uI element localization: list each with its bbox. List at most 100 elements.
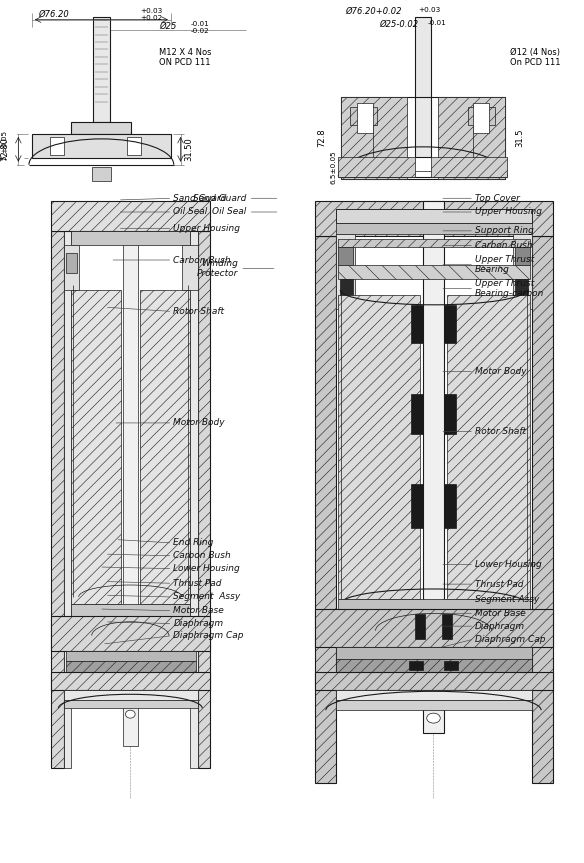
Bar: [532, 236, 553, 783]
Bar: [444, 660, 458, 671]
Polygon shape: [341, 98, 408, 179]
Bar: [198, 231, 210, 768]
Bar: [338, 247, 353, 265]
Bar: [71, 122, 131, 134]
Text: 6.5±0.05: 6.5±0.05: [330, 150, 336, 184]
Bar: [336, 646, 532, 658]
Polygon shape: [140, 290, 190, 604]
Bar: [411, 483, 423, 528]
Bar: [64, 690, 198, 700]
Polygon shape: [338, 157, 415, 177]
Polygon shape: [338, 295, 420, 599]
Bar: [444, 305, 456, 343]
Text: Diaphragm Cap: Diaphragm Cap: [475, 634, 545, 644]
Bar: [71, 604, 190, 616]
Text: Carbon Bush: Carbon Bush: [475, 241, 533, 250]
Bar: [411, 394, 423, 434]
Bar: [51, 672, 210, 690]
Text: Ø25-0.02: Ø25-0.02: [380, 20, 419, 29]
Bar: [338, 265, 530, 279]
Text: Segment  Assy: Segment Assy: [173, 593, 241, 602]
Bar: [336, 690, 532, 700]
Text: Ø76.20: Ø76.20: [39, 10, 69, 19]
Text: Upper Housing: Upper Housing: [475, 207, 542, 217]
Text: Oil Seal: Oil Seal: [213, 207, 246, 217]
Polygon shape: [447, 295, 530, 599]
Text: Upper Thrust
Bearing: Upper Thrust Bearing: [475, 255, 534, 274]
Text: +0.03: +0.03: [140, 8, 162, 14]
Text: -0.01: -0.01: [190, 21, 209, 27]
Text: M12 X 4 Nos
ON PCD 111: M12 X 4 Nos ON PCD 111: [159, 47, 212, 67]
Text: Ø12 (4 Nos)
On PCD 111: Ø12 (4 Nos) On PCD 111: [510, 47, 560, 67]
Polygon shape: [439, 98, 505, 179]
Ellipse shape: [126, 710, 135, 718]
Text: Diaphragm: Diaphragm: [475, 621, 525, 631]
Text: +0.03: +0.03: [418, 7, 440, 13]
Bar: [409, 660, 423, 671]
Text: -0.02: -0.02: [190, 28, 209, 34]
Bar: [315, 609, 553, 646]
Bar: [515, 279, 528, 295]
Text: 5 ±0.05: 5 ±0.05: [2, 131, 8, 161]
Polygon shape: [430, 157, 507, 177]
Bar: [423, 201, 444, 733]
Text: 72.80: 72.80: [1, 137, 9, 161]
Text: End Ring: End Ring: [173, 539, 214, 547]
Bar: [336, 210, 532, 224]
Bar: [415, 614, 425, 639]
Text: Sand Guard: Sand Guard: [173, 194, 227, 203]
Bar: [468, 107, 495, 125]
Bar: [65, 253, 77, 273]
Text: Thrust Pad: Thrust Pad: [475, 580, 523, 589]
Text: Top Cover: Top Cover: [475, 194, 520, 203]
Bar: [340, 279, 353, 295]
Bar: [65, 660, 196, 672]
Bar: [92, 167, 111, 180]
Bar: [515, 247, 530, 265]
Text: Diaphragm: Diaphragm: [173, 619, 224, 628]
Bar: [65, 651, 196, 660]
Bar: [127, 137, 141, 154]
Text: Thrust Pad: Thrust Pad: [173, 579, 222, 588]
Bar: [336, 700, 532, 710]
Text: Sand Guard: Sand Guard: [193, 194, 246, 203]
Text: Rotor Shaft: Rotor Shaft: [173, 307, 224, 316]
Bar: [473, 103, 489, 133]
Bar: [442, 614, 452, 639]
Text: Motor Base: Motor Base: [475, 608, 526, 618]
Bar: [51, 231, 64, 768]
Text: Upper Housing: Upper Housing: [173, 224, 241, 233]
Bar: [336, 658, 532, 672]
Bar: [51, 201, 210, 231]
Text: Motor Base: Motor Base: [173, 606, 224, 615]
Bar: [444, 483, 456, 528]
Bar: [64, 700, 198, 709]
Bar: [71, 231, 190, 245]
Bar: [411, 305, 423, 343]
Bar: [513, 234, 532, 309]
Text: 31.50: 31.50: [185, 137, 193, 161]
Bar: [123, 210, 138, 746]
Bar: [93, 16, 110, 122]
Bar: [51, 616, 210, 651]
Bar: [336, 210, 532, 224]
Text: Motor Body: Motor Body: [475, 367, 527, 376]
Bar: [315, 672, 553, 690]
Bar: [357, 103, 373, 133]
Text: Support Ring: Support Ring: [475, 226, 534, 236]
Bar: [315, 201, 553, 236]
Text: 72.8: 72.8: [317, 129, 326, 148]
Bar: [341, 98, 505, 179]
Bar: [64, 245, 79, 290]
Text: Ø76.20+0.02: Ø76.20+0.02: [346, 7, 402, 16]
Bar: [336, 224, 532, 234]
Text: Ø25: Ø25: [159, 22, 177, 31]
Text: Carbon Bush: Carbon Bush: [173, 255, 231, 265]
Text: Rotor Shaft: Rotor Shaft: [475, 427, 526, 436]
Bar: [64, 231, 71, 768]
Bar: [415, 16, 430, 157]
Text: Motor Body: Motor Body: [173, 419, 225, 427]
Bar: [50, 137, 64, 154]
Text: Lower Housing: Lower Housing: [173, 564, 240, 573]
Bar: [338, 599, 530, 609]
